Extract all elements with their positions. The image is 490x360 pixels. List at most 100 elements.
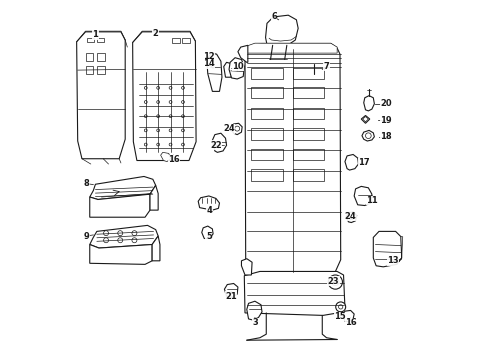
Circle shape xyxy=(182,115,184,118)
Polygon shape xyxy=(242,259,252,275)
Polygon shape xyxy=(224,283,238,297)
Text: 19: 19 xyxy=(380,116,392,125)
Polygon shape xyxy=(247,43,337,53)
Text: 8: 8 xyxy=(83,179,89,188)
Polygon shape xyxy=(198,196,220,210)
Bar xyxy=(251,68,283,79)
Circle shape xyxy=(182,143,184,146)
Text: 24: 24 xyxy=(223,124,235,133)
Circle shape xyxy=(169,115,172,118)
Text: 1: 1 xyxy=(93,30,98,39)
Polygon shape xyxy=(150,185,158,210)
Polygon shape xyxy=(76,32,125,159)
Circle shape xyxy=(169,143,172,146)
Circle shape xyxy=(103,231,109,236)
Bar xyxy=(293,68,324,79)
Polygon shape xyxy=(90,194,150,217)
Circle shape xyxy=(182,100,184,103)
Circle shape xyxy=(145,129,147,132)
Polygon shape xyxy=(345,154,358,170)
Text: 17: 17 xyxy=(358,158,369,167)
Polygon shape xyxy=(212,133,226,152)
Circle shape xyxy=(145,143,147,146)
Polygon shape xyxy=(161,152,171,162)
Circle shape xyxy=(169,86,172,89)
Text: 16: 16 xyxy=(345,318,357,327)
Polygon shape xyxy=(229,58,245,79)
Polygon shape xyxy=(361,116,370,123)
Bar xyxy=(85,66,93,74)
Text: 20: 20 xyxy=(380,99,392,108)
Bar xyxy=(251,108,283,119)
Bar xyxy=(87,37,95,42)
Bar xyxy=(293,149,324,160)
Text: 10: 10 xyxy=(232,62,244,71)
Text: 15: 15 xyxy=(334,312,346,321)
Bar xyxy=(251,149,283,160)
Circle shape xyxy=(157,115,160,118)
Polygon shape xyxy=(247,301,262,320)
Polygon shape xyxy=(245,44,341,276)
Circle shape xyxy=(332,279,339,285)
Text: 22: 22 xyxy=(210,141,222,150)
Text: 9: 9 xyxy=(83,231,89,240)
Circle shape xyxy=(328,275,343,289)
Polygon shape xyxy=(373,231,402,267)
Text: 7: 7 xyxy=(324,62,329,71)
Polygon shape xyxy=(310,67,318,76)
Circle shape xyxy=(349,215,354,220)
Text: 18: 18 xyxy=(380,132,392,141)
Polygon shape xyxy=(90,176,156,199)
Text: 16: 16 xyxy=(168,155,180,164)
Circle shape xyxy=(132,238,137,243)
Bar xyxy=(251,87,283,99)
Bar xyxy=(172,37,180,43)
Text: 13: 13 xyxy=(388,256,399,265)
Text: 14: 14 xyxy=(203,59,215,68)
Circle shape xyxy=(157,100,160,103)
Bar xyxy=(97,54,105,61)
Polygon shape xyxy=(90,244,152,264)
Circle shape xyxy=(182,129,184,132)
Circle shape xyxy=(118,238,122,243)
Bar xyxy=(251,128,283,140)
Bar xyxy=(182,37,190,43)
Polygon shape xyxy=(133,32,196,161)
Text: 3: 3 xyxy=(253,318,259,327)
Circle shape xyxy=(339,305,343,309)
Polygon shape xyxy=(238,45,248,62)
Polygon shape xyxy=(90,225,158,248)
Circle shape xyxy=(145,115,147,118)
Text: 24: 24 xyxy=(345,212,357,221)
Circle shape xyxy=(169,100,172,103)
Polygon shape xyxy=(224,62,234,77)
Polygon shape xyxy=(362,130,374,141)
Polygon shape xyxy=(343,310,354,322)
Polygon shape xyxy=(346,212,357,222)
Circle shape xyxy=(145,86,147,89)
Bar xyxy=(293,108,324,119)
Circle shape xyxy=(103,238,109,243)
Text: 5: 5 xyxy=(206,232,212,241)
Circle shape xyxy=(336,302,345,312)
Polygon shape xyxy=(245,271,345,315)
Polygon shape xyxy=(397,237,403,264)
Text: 4: 4 xyxy=(207,206,213,215)
Text: 6: 6 xyxy=(271,13,277,22)
Text: 12: 12 xyxy=(203,52,215,61)
Polygon shape xyxy=(266,15,298,46)
Circle shape xyxy=(169,129,172,132)
Bar xyxy=(293,128,324,140)
Polygon shape xyxy=(354,186,372,206)
Circle shape xyxy=(366,133,371,139)
Text: 2: 2 xyxy=(153,30,159,39)
Polygon shape xyxy=(207,53,222,91)
Bar xyxy=(97,37,104,42)
Bar xyxy=(293,87,324,99)
Polygon shape xyxy=(152,236,160,261)
Circle shape xyxy=(157,143,160,146)
Polygon shape xyxy=(202,226,213,238)
Bar xyxy=(97,66,105,74)
Circle shape xyxy=(309,54,319,64)
Bar xyxy=(85,54,93,61)
